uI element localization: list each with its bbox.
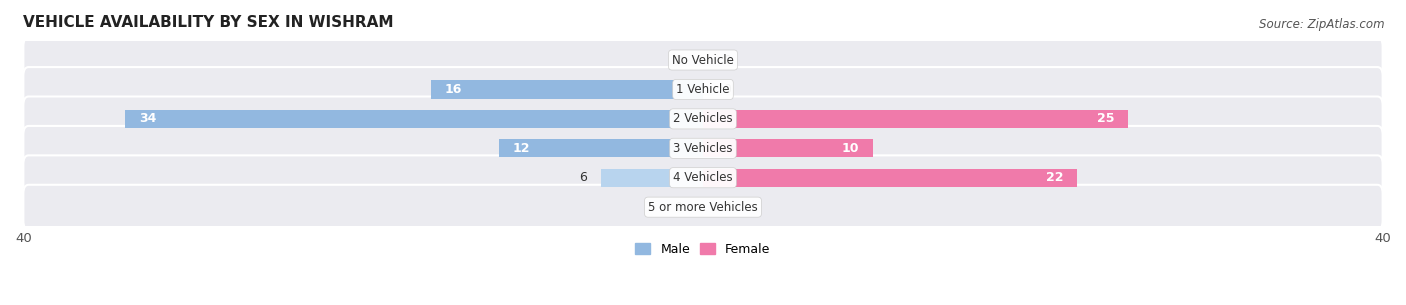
Legend: Male, Female: Male, Female bbox=[630, 238, 776, 261]
FancyBboxPatch shape bbox=[24, 126, 1382, 171]
Bar bbox=[703, 139, 873, 157]
Text: 16: 16 bbox=[444, 83, 463, 96]
FancyBboxPatch shape bbox=[24, 96, 1382, 141]
Text: 6: 6 bbox=[579, 171, 588, 184]
FancyBboxPatch shape bbox=[24, 67, 1382, 112]
FancyBboxPatch shape bbox=[24, 185, 1382, 230]
Text: 0: 0 bbox=[724, 201, 731, 214]
Text: 0: 0 bbox=[675, 201, 682, 214]
Text: 0: 0 bbox=[724, 83, 731, 96]
Text: 0: 0 bbox=[675, 53, 682, 66]
Text: 0: 0 bbox=[724, 53, 731, 66]
Bar bbox=[703, 169, 1077, 187]
Bar bbox=[600, 169, 703, 187]
Bar bbox=[125, 110, 703, 128]
Text: 3 Vehicles: 3 Vehicles bbox=[673, 142, 733, 155]
FancyBboxPatch shape bbox=[24, 155, 1382, 200]
Text: 4 Vehicles: 4 Vehicles bbox=[673, 171, 733, 184]
Text: 1 Vehicle: 1 Vehicle bbox=[676, 83, 730, 96]
Bar bbox=[499, 139, 703, 157]
Text: No Vehicle: No Vehicle bbox=[672, 53, 734, 66]
Text: 25: 25 bbox=[1097, 112, 1114, 125]
Bar bbox=[703, 110, 1128, 128]
FancyBboxPatch shape bbox=[24, 38, 1382, 82]
Text: 2 Vehicles: 2 Vehicles bbox=[673, 112, 733, 125]
Text: VEHICLE AVAILABILITY BY SEX IN WISHRAM: VEHICLE AVAILABILITY BY SEX IN WISHRAM bbox=[24, 15, 394, 30]
Text: 22: 22 bbox=[1046, 171, 1063, 184]
Text: Source: ZipAtlas.com: Source: ZipAtlas.com bbox=[1260, 18, 1385, 31]
Text: 12: 12 bbox=[513, 142, 530, 155]
Text: 5 or more Vehicles: 5 or more Vehicles bbox=[648, 201, 758, 214]
Bar bbox=[432, 80, 703, 99]
Text: 10: 10 bbox=[842, 142, 859, 155]
Text: 34: 34 bbox=[139, 112, 156, 125]
